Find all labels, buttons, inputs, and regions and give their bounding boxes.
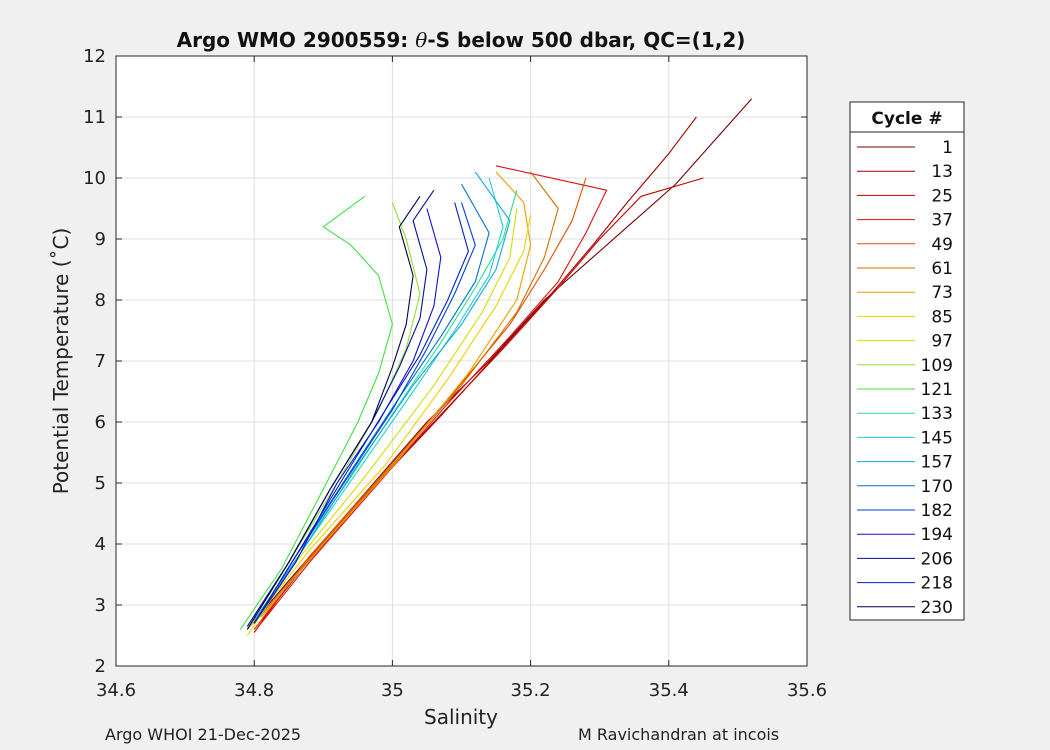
- x-tick-label: 34.6: [96, 680, 136, 701]
- y-tick-label: 2: [95, 656, 106, 677]
- series-line-cycle-145: [253, 177, 504, 624]
- y-tick-label: 7: [95, 351, 106, 372]
- legend-label-206: 206: [921, 549, 953, 569]
- legend-label-170: 170: [921, 477, 953, 497]
- series-line-cycle-230: [246, 195, 421, 630]
- legend-label-49: 49: [931, 235, 953, 255]
- legend-label-85: 85: [931, 307, 953, 327]
- series-line-cycle-85: [246, 214, 532, 630]
- grid-lines: [115, 55, 808, 667]
- legend-label-121: 121: [921, 380, 953, 400]
- y-tick-label: 3: [95, 595, 106, 616]
- x-tick-label: 35: [381, 680, 404, 701]
- legend-label-97: 97: [931, 332, 953, 352]
- legend-label-218: 218: [921, 574, 953, 594]
- legend-label-25: 25: [931, 186, 953, 206]
- legend-title: Cycle #: [871, 109, 942, 129]
- legend-label-230: 230: [921, 598, 953, 618]
- x-tick-label: 35.4: [649, 680, 689, 701]
- y-tick-label: 12: [83, 46, 106, 67]
- y-tick-label: 4: [95, 534, 106, 555]
- x-axis-label: Salinity: [424, 705, 498, 729]
- footer-source: Argo WHOI 21-Dec-2025: [105, 725, 302, 744]
- series-line-cycle-73: [260, 171, 532, 618]
- legend-label-37: 37: [931, 211, 953, 231]
- y-tick-label: 10: [83, 168, 106, 189]
- y-tick-label: 8: [95, 290, 106, 311]
- legend-label-133: 133: [921, 404, 953, 424]
- x-tick-label: 34.8: [234, 680, 274, 701]
- series-line-cycle-157: [253, 171, 511, 621]
- y-tick-label: 9: [95, 229, 106, 250]
- legend: Cycle # 1 13 25 37 49 61 73 85 97 109 121 133 145 157…: [849, 101, 965, 621]
- legend-label-194: 194: [921, 525, 953, 545]
- legend-label-157: 157: [921, 453, 953, 473]
- legend-label-1: 1: [942, 138, 953, 158]
- title-prefix: Argo WMO 2900559:: [177, 28, 416, 52]
- chart-title: Argo WMO 2900559: θ-S below 500 dbar, QC…: [177, 28, 746, 52]
- title-suffix: -S below 500 dbar, QC=(1,2): [427, 28, 745, 52]
- y-tick-label: 11: [83, 107, 106, 128]
- x-tick-labels: 34.6 34.8 35 35.2 35.4 35.6: [96, 680, 827, 701]
- legend-box: [849, 101, 965, 621]
- series-line-cycle-194: [253, 208, 442, 624]
- x-tick-label: 35.2: [511, 680, 551, 701]
- x-tick-label: 35.6: [787, 680, 827, 701]
- series-line-cycle-218: [253, 202, 469, 624]
- legend-label-61: 61: [931, 259, 953, 279]
- series-group: [239, 98, 753, 636]
- legend-label-73: 73: [931, 283, 953, 303]
- series-line-cycle-121: [239, 195, 393, 630]
- legend-label-145: 145: [921, 428, 953, 448]
- plot-frame: [115, 55, 808, 667]
- legend-label-13: 13: [931, 162, 953, 182]
- y-tick-labels: 2 3 4 5 6 7 8 9 10 11 12: [83, 46, 106, 677]
- legend-label-109: 109: [921, 356, 953, 376]
- series-line-cycle-37: [260, 165, 608, 624]
- y-axis-label: Potential Temperature (˚C): [49, 228, 73, 495]
- series-line-cycle-61: [253, 171, 559, 624]
- theta-symbol: θ: [415, 28, 427, 52]
- legend-entries: 1 13 25 37 49 61 73 85 97 109 121 133 145 157 170 182 19…: [857, 138, 953, 618]
- footer-credit: M Ravichandran at incois: [578, 725, 780, 744]
- legend-label-182: 182: [921, 501, 953, 521]
- y-tick-label: 5: [95, 473, 106, 494]
- y-tick-label: 6: [95, 412, 106, 433]
